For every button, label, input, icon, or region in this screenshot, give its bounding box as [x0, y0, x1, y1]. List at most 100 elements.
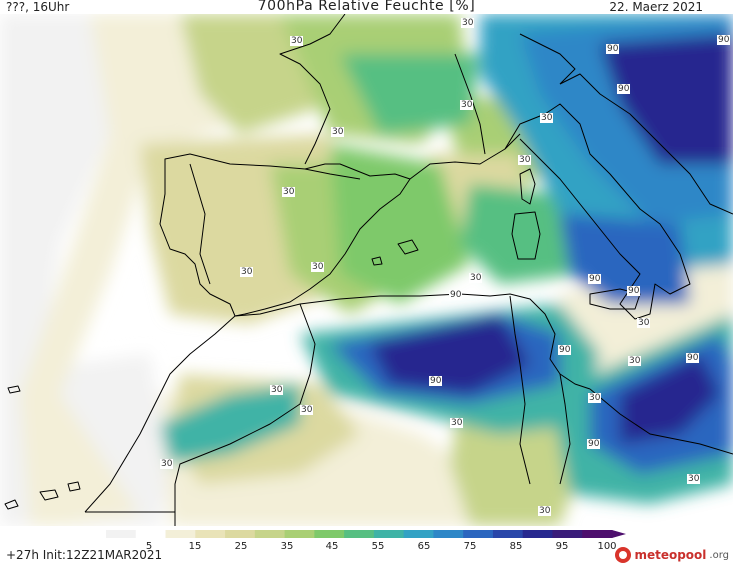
coast-corsica [519, 168, 536, 205]
colorbar-tick: 55 [371, 541, 385, 552]
contour-label: 30 [331, 127, 345, 137]
coastlines-sharp [4, 14, 733, 526]
contour-label: 30 [160, 459, 174, 469]
navy-southeast [620, 354, 720, 444]
coast-balearic-ibiza [371, 256, 383, 266]
contour-label: 30 [687, 474, 701, 484]
contour-label: 30 [538, 506, 552, 516]
coast-adriatic-east [559, 73, 733, 215]
logo-tld: .org [709, 549, 729, 561]
contour-label: 30 [628, 356, 642, 366]
humidity-map: 30 30 30 30 30 30 30 30 30 30 30 30 30 3… [0, 14, 733, 526]
border-pyrenees [304, 168, 361, 180]
contour-label: 90 [717, 35, 731, 45]
navy-tunisia [370, 314, 530, 394]
coast-north-africa [234, 293, 591, 390]
colorbar-segment [373, 530, 405, 538]
contour-label: 30 [461, 18, 475, 28]
contour-label: 90 [627, 286, 641, 296]
colorbar-segment [344, 530, 375, 538]
humidity-field [0, 14, 733, 526]
humidity-fills [0, 14, 733, 526]
coast-canary [4, 481, 81, 510]
colorbar-tick: 5 [145, 541, 153, 552]
contour-label: 90 [588, 274, 602, 284]
contour-label: 30 [518, 155, 532, 165]
colorbar-tick: 35 [280, 541, 294, 552]
colorbar-tick: 65 [417, 541, 431, 552]
border-portugal [189, 163, 211, 285]
colorbar-segment [135, 530, 167, 538]
coast-balearic-mallorca [397, 239, 419, 255]
colorbar-segment [492, 530, 524, 538]
teal-western-med [330, 144, 470, 304]
colorbar-segment [225, 530, 256, 538]
contour-label: 30 [282, 187, 296, 197]
navy-balkans [600, 34, 733, 164]
teal-alps [340, 54, 480, 134]
contour-label: 90 [686, 353, 700, 363]
contour-label: 30 [637, 318, 651, 328]
colorbar-segment [463, 530, 494, 538]
model-run-label: +27h Init:12Z21MAR2021 [6, 548, 163, 562]
coast-france [279, 14, 346, 165]
coast-iberia [159, 153, 411, 317]
beige-band-ionian [560, 244, 733, 374]
logo-name: meteopool [634, 548, 707, 562]
coast-sicily [589, 288, 641, 310]
contour-label: 30 [469, 273, 483, 283]
coast-france-south [409, 133, 521, 180]
contour-label: 30 [240, 267, 254, 277]
coast-italy [504, 103, 691, 320]
colorbar-segment [284, 530, 315, 538]
border-algeria-tunisia [509, 295, 531, 485]
contour-label: 90 [587, 439, 601, 449]
coast-sardinia [511, 211, 541, 260]
border-france-italy [454, 53, 486, 155]
logo-mark-icon [615, 547, 632, 563]
contour-label: 30 [290, 36, 304, 46]
contour-label: 30 [588, 393, 602, 403]
colorbar-tick: 85 [509, 541, 523, 552]
contour-label: 90 [617, 84, 631, 94]
map-title: 700hPa Relative Feuchte [%] [257, 0, 476, 14]
colorbar-segment [403, 530, 434, 538]
border-libya [559, 373, 571, 485]
contour-label: 30 [460, 100, 474, 110]
contour-label: 90 [606, 44, 620, 54]
colorbar-segment [195, 530, 226, 538]
colorbar-segment [165, 530, 196, 538]
colorbar-tick: 100 [597, 541, 617, 552]
contour-label: 30 [450, 418, 464, 428]
teal-tyrrhenian [460, 184, 580, 284]
colorbar-tick: 25 [234, 541, 248, 552]
teal-atlas [160, 384, 300, 464]
colorbar-extend-arrow [612, 530, 626, 538]
contour-label: 30 [300, 405, 314, 415]
coast-adriatic-north [519, 33, 576, 85]
contour-label: 90 [429, 376, 443, 386]
dry-zone-west [0, 14, 130, 394]
meteopool-logo[interactable]: meteopool .org [615, 547, 729, 563]
valid-time-label: ???, 16Uhr [6, 0, 70, 14]
colorbar-tick: 95 [555, 541, 569, 552]
colorbar-tick: 15 [188, 541, 202, 552]
colorbar-segment [314, 530, 345, 538]
colorbar-tick: 45 [325, 541, 339, 552]
colorbar-segment [106, 530, 137, 538]
contour-label: 90 [558, 345, 572, 355]
humidity-colorbar [106, 530, 626, 538]
valid-date-label: 22. Maerz 2021 [609, 0, 703, 14]
colorbar-segment [433, 530, 464, 538]
colorbar-segment [552, 530, 583, 538]
contour-label: 30 [311, 262, 325, 272]
coast-madeira [7, 385, 21, 394]
colorbar-segment [582, 530, 613, 538]
coast-libya [589, 388, 733, 455]
border-morocco-algeria [174, 303, 316, 526]
contour-label: 30 [270, 385, 284, 395]
contour-label: 30 [540, 113, 554, 123]
colorbar-segment [522, 530, 553, 538]
contour-label: 90 [449, 290, 463, 300]
